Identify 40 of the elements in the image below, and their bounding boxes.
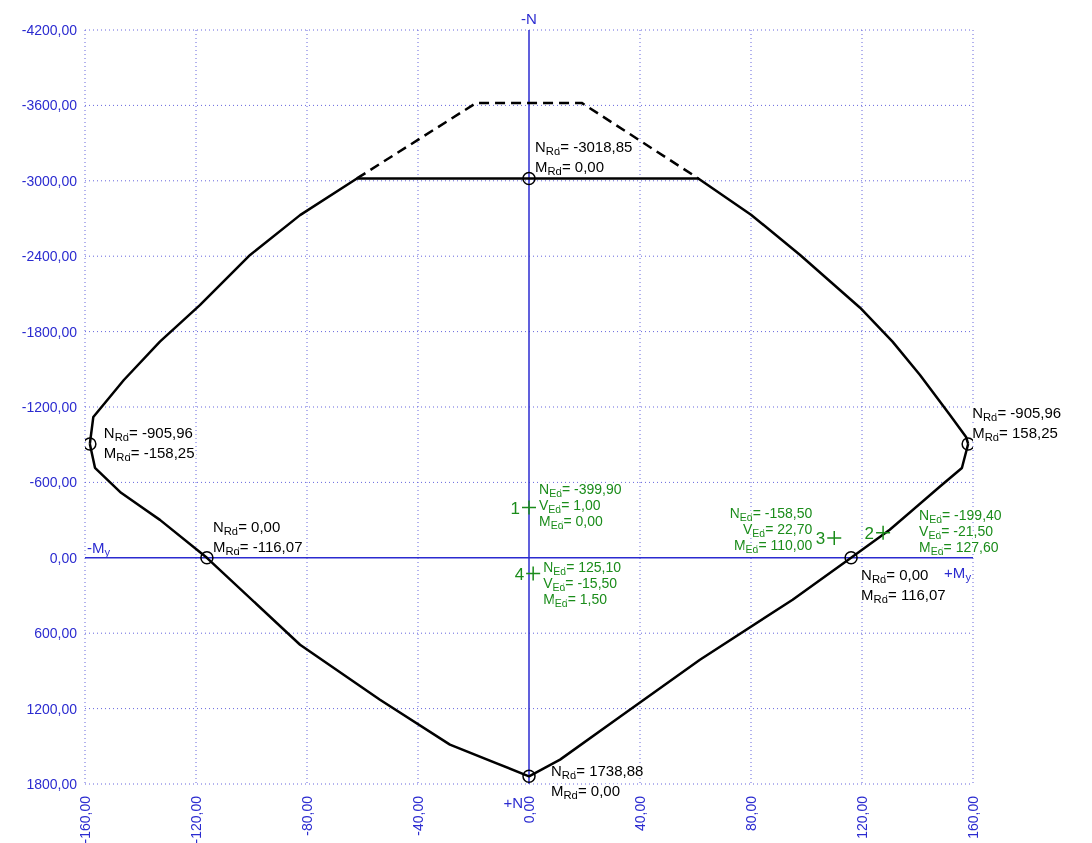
text: -N bbox=[521, 10, 537, 27]
x-tick-label: -40,00 bbox=[410, 795, 426, 836]
annotation: N$_{Rd}$= -905,96 M$_{Rd}$= -158,25 bbox=[103, 423, 195, 463]
annotation: M$_{Ed}$= 0,00 bbox=[539, 512, 604, 531]
y-tick-label: -2400,00 bbox=[21, 248, 78, 265]
x-tick-label: 120,00 bbox=[854, 795, 870, 839]
annotation: N$_{Ed}$= -158,50 bbox=[729, 504, 813, 523]
x-tick-label: 160,00 bbox=[965, 795, 981, 839]
y-tick-label: -1800,00 bbox=[21, 323, 78, 340]
series-label: 1 bbox=[510, 498, 520, 518]
annotation: M$_{Ed}$= 1,50 bbox=[543, 590, 608, 609]
y-tick-label: -4200,00 bbox=[21, 22, 78, 38]
y-tick-label: -1200,00 bbox=[21, 399, 78, 415]
annotation: M$_{Ed}$= 127,60 bbox=[919, 538, 999, 557]
y-tick-label: 600,00 bbox=[34, 625, 78, 642]
x-tick-label: -160,00 bbox=[77, 795, 93, 843]
x-tick-label: 0,00 bbox=[521, 795, 537, 824]
annotation: N$_{Rd}$= -3018,85 M$_{Rd}$= 0,00 bbox=[535, 138, 633, 178]
text: +N bbox=[503, 794, 523, 811]
annotation: +M$_{y}$ bbox=[944, 563, 972, 583]
y-tick-label: -3000,00 bbox=[21, 172, 78, 189]
x-tick-label: 80,00 bbox=[743, 795, 759, 832]
series-label: 3 bbox=[815, 528, 826, 548]
annotation: N$_{Ed}$= -199,40 bbox=[919, 506, 1002, 525]
annotation: V$_{Ed}$= 1,00 bbox=[539, 496, 601, 515]
y-tick-label: -600,00 bbox=[29, 474, 78, 491]
x-tick-label: -80,00 bbox=[299, 795, 315, 836]
x-tick-label: -120,00 bbox=[188, 795, 204, 843]
y-tick-label: 1200,00 bbox=[26, 700, 78, 717]
annotation: N$_{Rd}$= -905,96 M$_{Rd}$= 158,25 bbox=[972, 403, 1062, 443]
annotation: V$_{Ed}$= 22,70 bbox=[742, 520, 813, 539]
series-label: 4 bbox=[514, 564, 525, 584]
y-tick-label: 0,00 bbox=[49, 549, 78, 566]
annotation: M$_{Ed}$= 110,00 bbox=[733, 536, 813, 555]
annotation: N$_{Rd}$= 0,00 M$_{Rd}$= -116,07 bbox=[212, 517, 303, 557]
series-label: 2 bbox=[864, 523, 875, 543]
annotation: N$_{Ed}$= 125,10 bbox=[543, 558, 622, 577]
y-tick-label: 1800,00 bbox=[26, 776, 78, 792]
annotation: N$_{Ed}$= -399,90 bbox=[539, 480, 622, 499]
y-tick-label: -3600,00 bbox=[21, 97, 78, 114]
